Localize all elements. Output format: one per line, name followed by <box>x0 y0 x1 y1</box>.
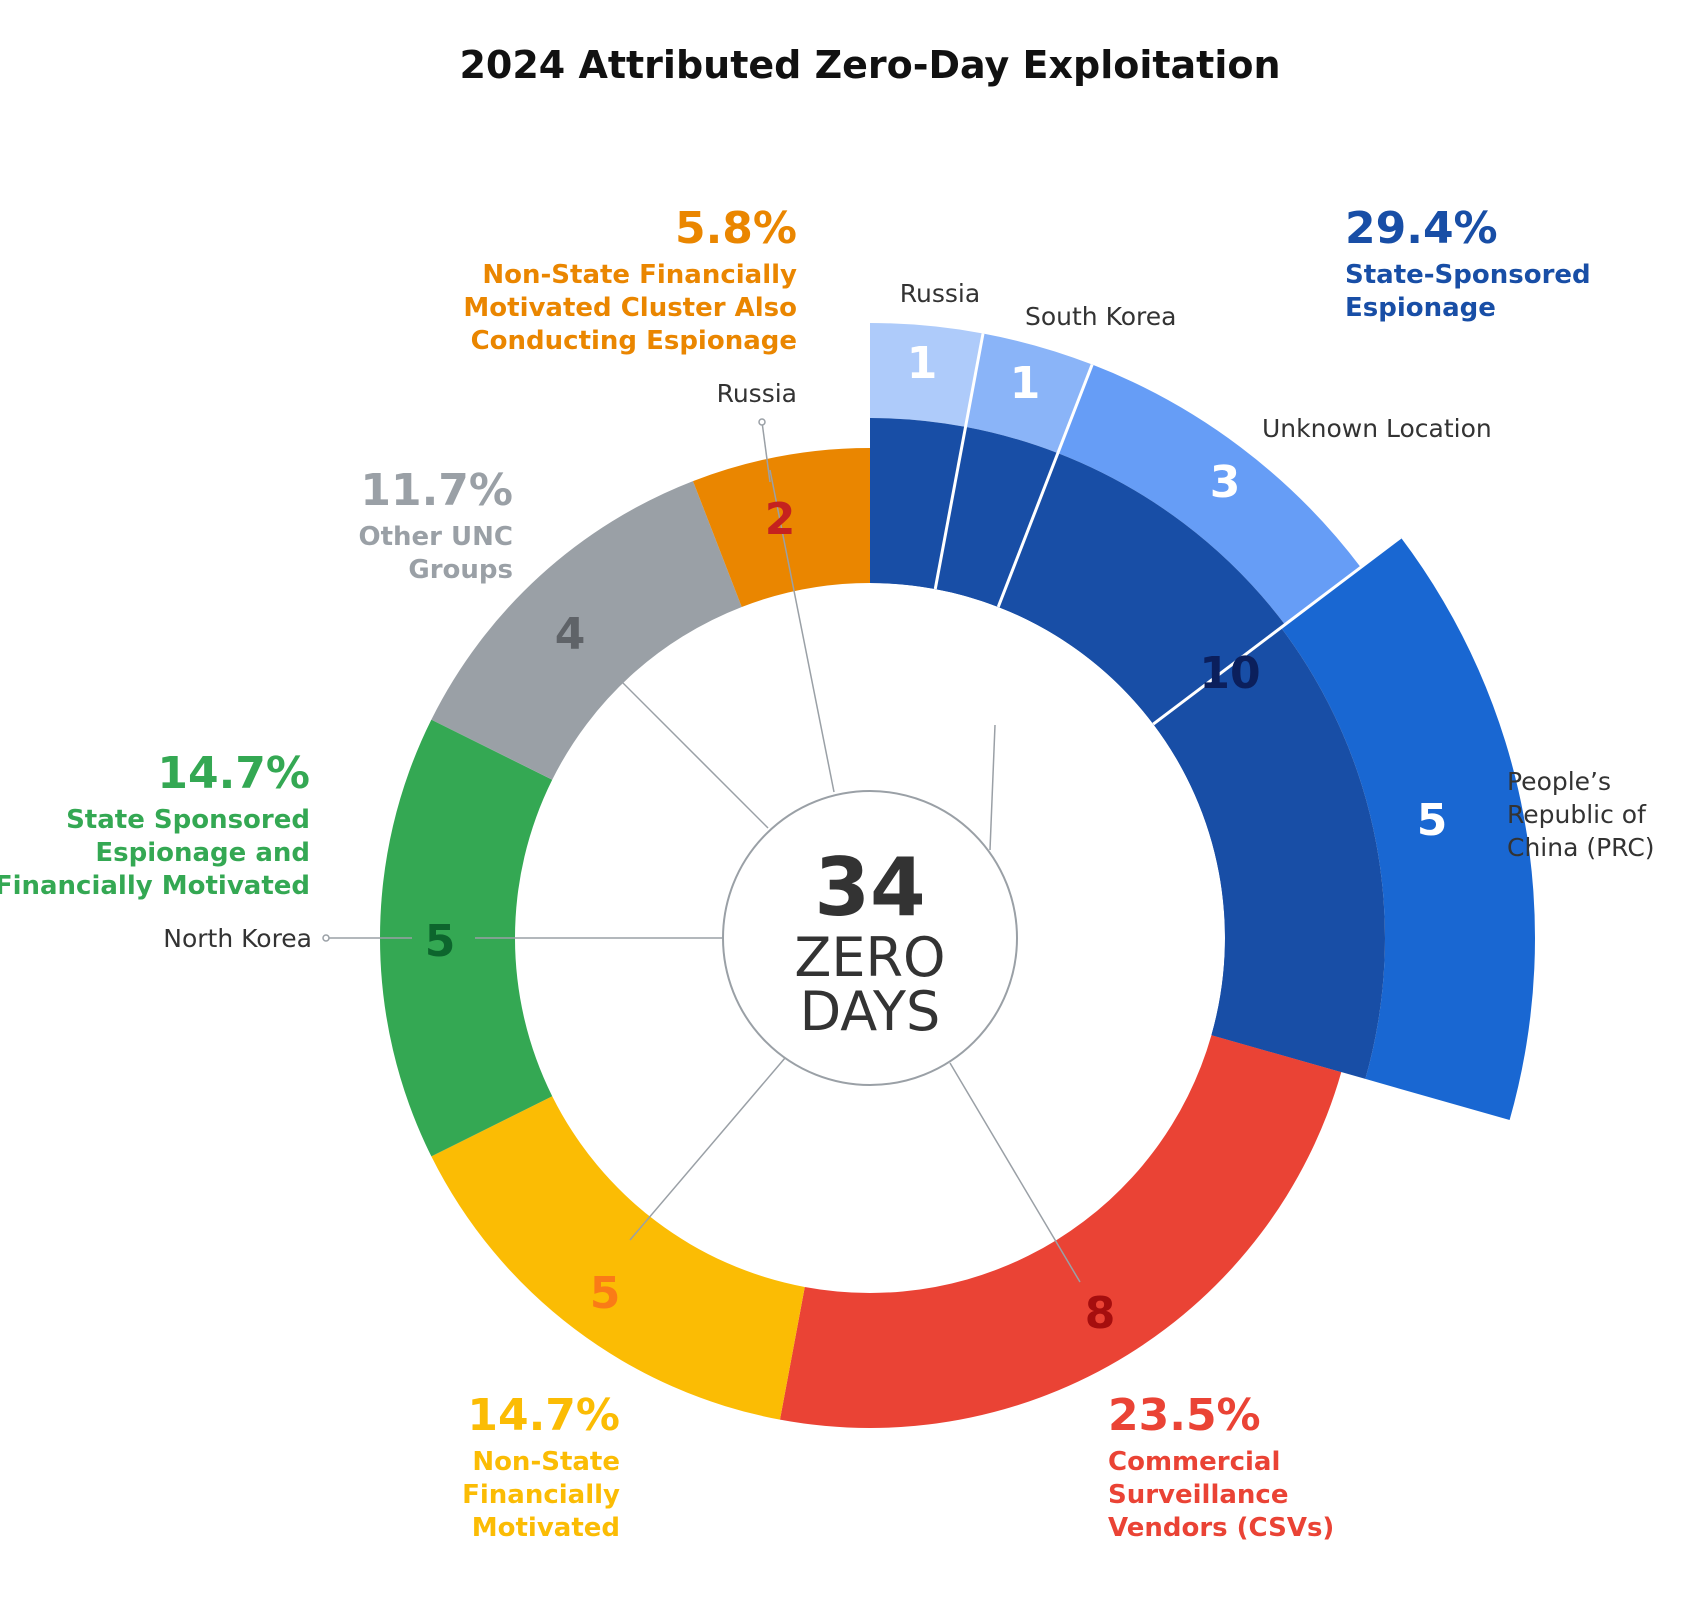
total-label-line2: DAYS <box>800 980 941 1043</box>
outer-breakdown-ring <box>870 323 1535 1120</box>
region-label: Russia <box>717 379 797 408</box>
outer-value-2: 3 <box>1210 457 1241 508</box>
value-label: 2 <box>765 494 796 545</box>
category-label: Conducting Espionage <box>471 326 797 356</box>
total-label-line1: ZERO <box>794 926 945 989</box>
chart-title: 2024 Attributed Zero-Day Exploitation <box>459 43 1280 87</box>
percent-label: 23.5% <box>1108 1390 1261 1441</box>
slice-other-unc-groups <box>431 481 742 780</box>
value-label: 8 <box>1085 1288 1116 1339</box>
category-label: Vendors (CSVs) <box>1108 1513 1334 1543</box>
category-label: Espionage and <box>95 838 310 868</box>
slice-state-sponsored-espionage-and-financially-motivated <box>380 719 553 1157</box>
category-label: Surveillance <box>1108 1480 1288 1510</box>
outer-value-3: 5 <box>1417 795 1448 846</box>
outer-label-0: Russia <box>900 279 980 308</box>
value-label: 5 <box>590 1268 621 1319</box>
outer-slice-2 <box>1057 364 1361 625</box>
leader-line <box>629 1057 786 1241</box>
category-label: Non-State Financially <box>482 260 797 290</box>
outer-value-1: 1 <box>1010 358 1041 409</box>
slice-commercial-surveillance-vendors-csvs <box>779 1035 1342 1428</box>
percent-label: 5.8% <box>675 203 797 254</box>
center-total: 34 ZERO DAYS <box>722 790 1018 1086</box>
leader-line <box>989 724 996 851</box>
percent-label: 11.7% <box>360 465 513 516</box>
category-label: Espionage <box>1345 293 1496 323</box>
slice-non-state-financially-motivated <box>431 1096 805 1420</box>
leader-line <box>594 654 769 829</box>
outer-label-1: South Korea <box>1025 302 1176 331</box>
outer-label-2: Unknown Location <box>1262 414 1492 443</box>
percent-label: 29.4% <box>1345 203 1498 254</box>
leader-line <box>949 1062 1081 1283</box>
category-label: Motivated Cluster Also <box>463 293 797 323</box>
category-label: Commercial <box>1108 1447 1280 1477</box>
value-label: 4 <box>555 609 586 660</box>
percent-label: 14.7% <box>467 1390 620 1441</box>
outer-value-0: 1 <box>907 338 938 389</box>
percent-label: 14.7% <box>157 748 310 799</box>
value-label: 5 <box>425 916 456 967</box>
leader-line <box>769 469 835 793</box>
value-label: 10 <box>1199 648 1260 699</box>
segment-labels: 1 Russia 1 South Korea 3 Unknown Location 5 Peo… <box>0 203 1655 1543</box>
outer-label-3: Republic of <box>1507 800 1647 829</box>
leader-lines <box>322 418 1081 1283</box>
category-label: Financially Motivated <box>0 871 310 901</box>
outer-label-3: People’s <box>1507 767 1611 796</box>
region-label: North Korea <box>163 924 312 953</box>
category-label: State-Sponsored <box>1345 260 1591 290</box>
outer-slice-0 <box>870 323 984 427</box>
outer-slice-3 <box>1280 537 1535 1120</box>
category-label: Other UNC <box>358 522 513 552</box>
outer-label-3: China (PRC) <box>1507 833 1655 862</box>
category-label: State Sponsored <box>66 805 310 835</box>
category-label: Groups <box>408 555 513 585</box>
center-circle <box>722 790 1018 1086</box>
outer-slice-1 <box>965 333 1093 454</box>
category-label: Non-State <box>472 1447 620 1477</box>
category-label: Financially <box>462 1480 620 1510</box>
category-label: Motivated <box>472 1513 620 1543</box>
total-value: 34 <box>814 841 925 934</box>
